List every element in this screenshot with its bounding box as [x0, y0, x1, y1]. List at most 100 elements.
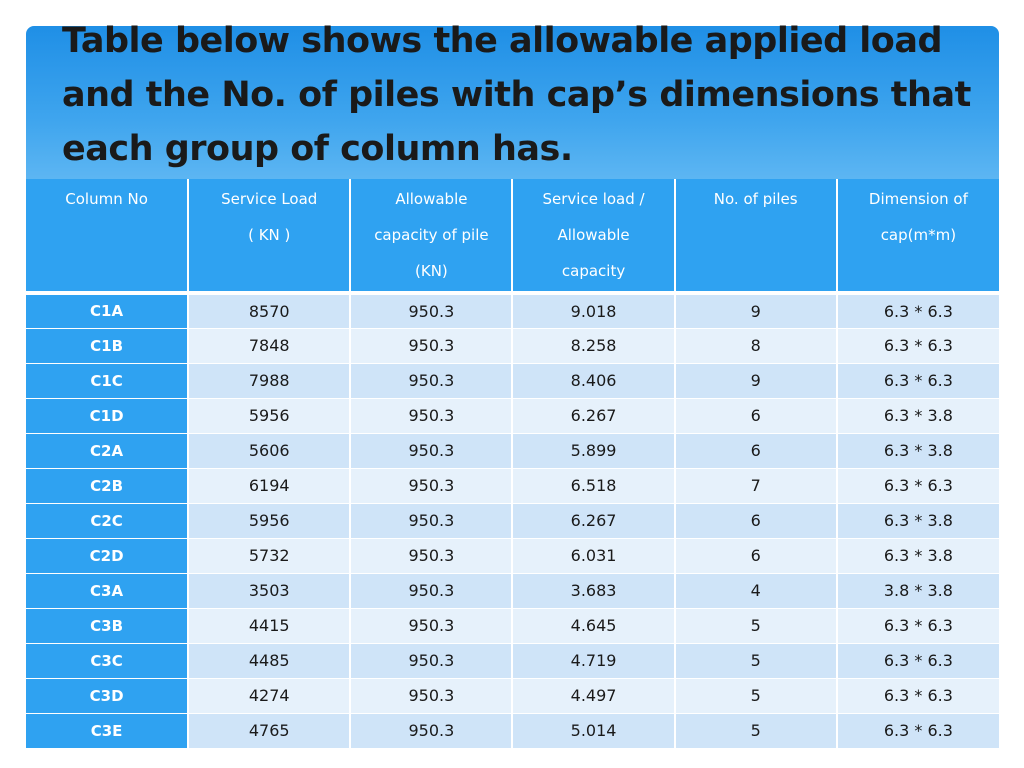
load-ratio-cell: 8.406 [512, 363, 676, 399]
cap-dimension-header: Dimension of cap(m*m) [836, 179, 999, 293]
column-id-cell: C3B [26, 608, 190, 644]
table-row: C3B 4415 950.3 4.645 5 6.3 * 6.3 [26, 608, 999, 644]
allowable-capacity-cell: 950.3 [350, 573, 514, 609]
load-ratio-cell: 6.518 [512, 468, 676, 504]
allowable-capacity-cell: 950.3 [350, 608, 514, 644]
cap-dimension-cell: 6.3 * 3.8 [836, 398, 999, 434]
table-row: C1C 7988 950.3 8.406 9 6.3 * 6.3 [26, 363, 999, 399]
header-label-line: capacity of pile [374, 226, 489, 244]
header-label-line: Service load / [542, 190, 645, 208]
no-of-piles-cell: 5 [674, 608, 838, 644]
cap-dimension-cell: 6.3 * 3.8 [836, 538, 999, 574]
allowable-capacity-cell: 950.3 [350, 468, 514, 504]
no-of-piles-cell: 9 [674, 291, 838, 329]
service-load-cell: 4765 [188, 713, 352, 749]
header-label-line: (KN) [415, 262, 448, 280]
column-id-cell: C3E [26, 713, 190, 749]
header-row: Column No Service Load ( KN ) Allowable capa… [26, 179, 999, 293]
column-id-cell: C1A [26, 291, 190, 329]
no-of-piles-cell: 7 [674, 468, 838, 504]
load-ratio-cell: 5.014 [512, 713, 676, 749]
load-ratio-cell: 9.018 [512, 291, 676, 329]
header-label-line: Dimension of [868, 190, 968, 208]
allowable-capacity-cell: 950.3 [350, 678, 514, 714]
column-id-cell: C2B [26, 468, 190, 504]
service-load-cell: 7988 [188, 363, 352, 399]
service-load-cell: 5606 [188, 433, 352, 469]
load-ratio-cell: 5.899 [512, 433, 676, 469]
allowable-capacity-cell: 950.3 [350, 643, 514, 679]
column-id-cell: C1C [26, 363, 190, 399]
allowable-capacity-cell: 950.3 [350, 328, 514, 364]
allowable-capacity-cell: 950.3 [350, 291, 514, 329]
service-load-cell: 4485 [188, 643, 352, 679]
load-ratio-cell: 4.719 [512, 643, 676, 679]
cap-dimension-cell: 6.3 * 3.8 [836, 503, 999, 539]
allowable-capacity-cell: 950.3 [350, 538, 514, 574]
cap-dimension-cell: 6.3 * 6.3 [836, 363, 999, 399]
cap-dimension-cell: 3.8 * 3.8 [836, 573, 999, 609]
load-ratio-cell: 8.258 [512, 328, 676, 364]
service-load-header: Service Load ( KN ) [188, 179, 352, 293]
no-of-piles-cell: 5 [674, 678, 838, 714]
header-label-line: ( KN ) [248, 226, 291, 244]
no-of-piles-cell: 5 [674, 713, 838, 749]
header-label-line: Column No [65, 190, 148, 208]
header-label-line: Service Load [221, 190, 318, 208]
header-label-line: Allowable [395, 190, 468, 208]
column-id-cell: C3C [26, 643, 190, 679]
table-header: Column No Service Load ( KN ) Allowable capa… [26, 179, 999, 293]
allowable-capacity-cell: 950.3 [350, 713, 514, 749]
column-id-cell: C2A [26, 433, 190, 469]
cap-dimension-cell: 6.3 * 6.3 [836, 643, 999, 679]
cap-dimension-cell: 6.3 * 3.8 [836, 433, 999, 469]
header-label-line: capacity [561, 262, 626, 280]
service-load-cell: 5956 [188, 503, 352, 539]
load-ratio-cell: 4.645 [512, 608, 676, 644]
service-load-cell: 3503 [188, 573, 352, 609]
header-label-line: No. of piles [713, 190, 798, 208]
service-load-cell: 6194 [188, 468, 352, 504]
header-label-line: Allowable [557, 226, 630, 244]
no-of-piles-cell: 5 [674, 643, 838, 679]
load-ratio-header: Service load / Allowable capacity [512, 179, 676, 293]
allowable-capacity-cell: 950.3 [350, 398, 514, 434]
table-row: C1D 5956 950.3 6.267 6 6.3 * 3.8 [26, 398, 999, 434]
load-ratio-cell: 6.031 [512, 538, 676, 574]
load-ratio-cell: 3.683 [512, 573, 676, 609]
table-row: C1A 8570 950.3 9.018 9 6.3 * 6.3 [26, 291, 999, 329]
cap-dimension-cell: 6.3 * 6.3 [836, 291, 999, 329]
column-id-cell: C2C [26, 503, 190, 539]
table-row: C2D 5732 950.3 6.031 6 6.3 * 3.8 [26, 538, 999, 574]
column-id-cell: C3A [26, 573, 190, 609]
no-of-piles-cell: 6 [674, 503, 838, 539]
table-row: C2C 5956 950.3 6.267 6 6.3 * 3.8 [26, 503, 999, 539]
allowable-capacity-cell: 950.3 [350, 363, 514, 399]
no-of-piles-cell: 6 [674, 433, 838, 469]
column-id-cell: C1B [26, 328, 190, 364]
no-of-piles-cell: 9 [674, 363, 838, 399]
table-row: C1B 7848 950.3 8.258 8 6.3 * 6.3 [26, 328, 999, 364]
cap-dimension-cell: 6.3 * 6.3 [836, 328, 999, 364]
table-row: C3A 3503 950.3 3.683 4 3.8 * 3.8 [26, 573, 999, 609]
header-label-line: cap(m*m) [880, 226, 957, 244]
no-of-piles-cell: 8 [674, 328, 838, 364]
service-load-cell: 5956 [188, 398, 352, 434]
pile-table-container: Column No Service Load ( KN ) Allowable capa… [26, 179, 999, 749]
allowable-capacity-header: Allowable capacity of pile (KN) [350, 179, 514, 293]
load-ratio-cell: 4.497 [512, 678, 676, 714]
table-body: C1A 8570 950.3 9.018 9 6.3 * 6.3 C1B 7848 950.3 8… [26, 291, 999, 749]
load-ratio-cell: 6.267 [512, 398, 676, 434]
cap-dimension-cell: 6.3 * 6.3 [836, 468, 999, 504]
no-of-piles-cell: 6 [674, 398, 838, 434]
allowable-capacity-cell: 950.3 [350, 433, 514, 469]
table-row: C2A 5606 950.3 5.899 6 6.3 * 3.8 [26, 433, 999, 469]
service-load-cell: 4274 [188, 678, 352, 714]
slide-title: Table below shows the allowable applied … [62, 21, 971, 169]
pile-capacity-table: Column No Service Load ( KN ) Allowable capa… [26, 179, 999, 749]
cap-dimension-cell: 6.3 * 6.3 [836, 713, 999, 749]
cap-dimension-cell: 6.3 * 6.3 [836, 608, 999, 644]
no-of-piles-cell: 4 [674, 573, 838, 609]
table-row: C2B 6194 950.3 6.518 7 6.3 * 6.3 [26, 468, 999, 504]
allowable-capacity-cell: 950.3 [350, 503, 514, 539]
